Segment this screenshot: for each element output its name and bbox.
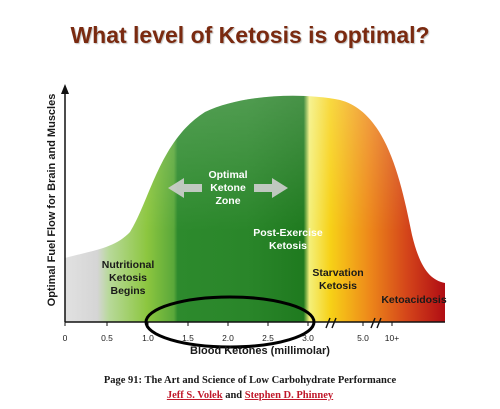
x-tick-label: 1.5 [182,333,194,343]
highlight-ellipse [144,295,316,349]
x-tick-label: 0.5 [101,333,113,343]
author-connector: and [225,390,243,401]
x-tick-label: 0 [63,333,68,343]
axis-break-2 [370,317,382,329]
x-tick-label: 2.5 [262,333,274,343]
x-tick-label: 10+ [385,333,399,343]
axis-break-1 [325,317,337,329]
y-axis-label: Optimal Fuel Flow for Brain and Muscles [46,93,58,307]
zone-label: Post-Exercise Ketosis [253,227,323,252]
author-line: Jeff S. Volek and Stephen D. Phinney [0,390,500,401]
x-axis-label: Blood Ketones (millimolar) [190,345,330,357]
zone-label: Optimal Ketone Zone [208,169,247,207]
chart-title: What level of Ketosis is optimal? [70,22,430,48]
optimal-zone-arrow [168,178,288,198]
y-axis-arrow [61,84,69,94]
author-link-volek[interactable]: Jeff S. Volek [166,390,223,401]
author-link-phinney[interactable]: Stephen D. Phinney [244,390,334,401]
x-tick-label: 1.0 [142,333,154,343]
area-shine [65,95,445,322]
zone-label: Starvation Ketosis [312,267,363,292]
x-tick-label: 2.0 [222,333,234,343]
zone-label: Nutritional Ketosis Begins [102,259,155,297]
x-tick-label: 5.0 [357,333,369,343]
zone-label: Ketoacidosis [381,294,447,306]
source-caption: Page 91: The Art and Science of Low Carb… [103,375,397,386]
x-tick-label: 3.0 [302,333,314,343]
